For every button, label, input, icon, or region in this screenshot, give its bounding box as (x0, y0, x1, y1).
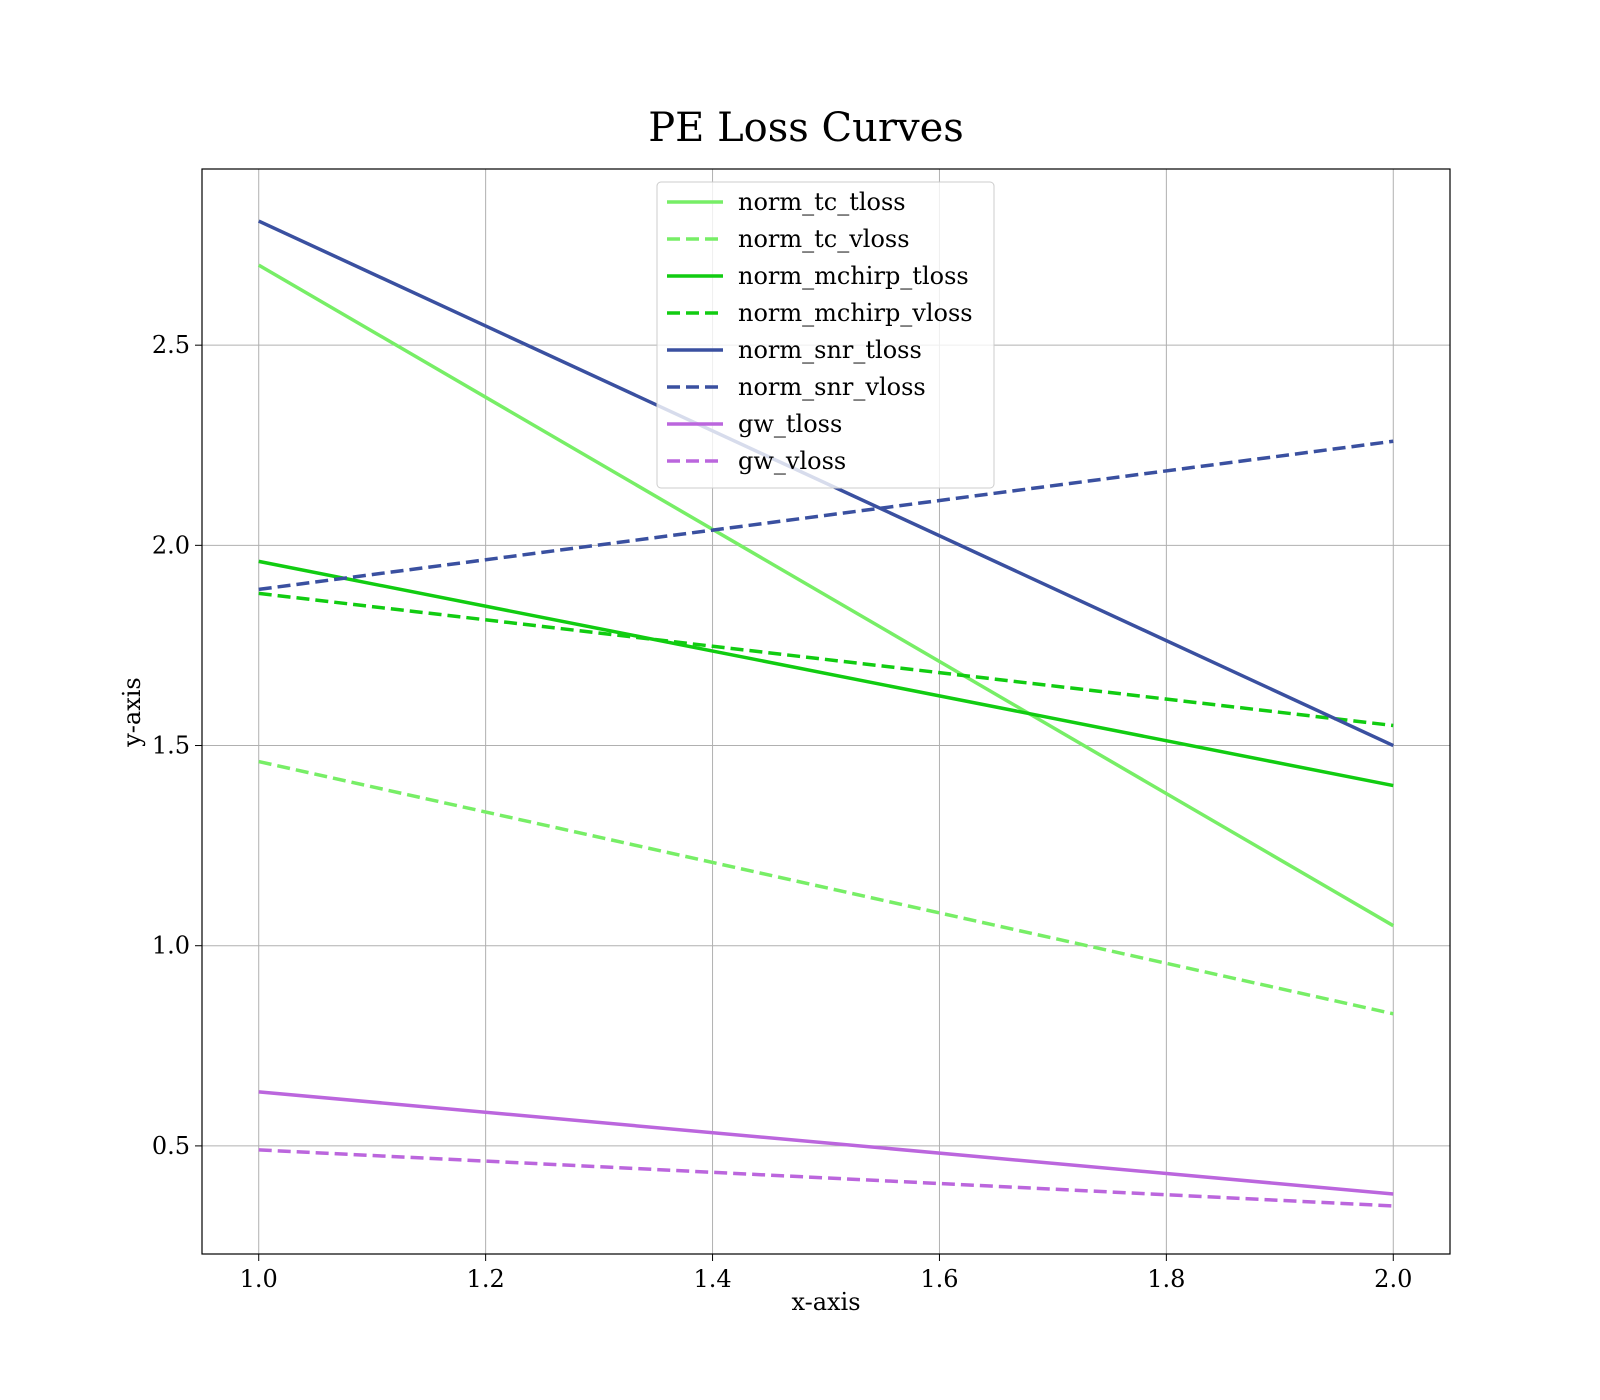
x-axis-label: x-axis (791, 1288, 860, 1316)
legend-label: gw_vloss (738, 447, 846, 475)
y-axis-label: y-axis (118, 677, 146, 748)
legend-label: norm_snr_tloss (738, 336, 922, 364)
x-tick-label: 1.8 (1147, 1265, 1185, 1293)
series-line-gw-tloss (258, 1090, 1394, 1196)
plot-frame (201, 168, 1451, 1255)
x-tick-label: 1.0 (240, 1265, 278, 1293)
legend-label: norm_snr_vloss (738, 373, 926, 401)
series-line-norm-snr-vloss (258, 439, 1394, 592)
x-tick-label: 2.0 (1374, 1265, 1412, 1293)
series-line-norm-tc-tloss (257, 263, 1395, 928)
legend-label: norm_mchirp_tloss (738, 262, 969, 290)
legend-box (656, 181, 995, 489)
legend-label: gw_tloss (738, 410, 842, 438)
legend-label: norm_tc_tloss (738, 188, 906, 216)
x-tick-label: 1.2 (467, 1265, 505, 1293)
legend-label: norm_mchirp_vloss (738, 299, 973, 327)
legend-label: norm_tc_vloss (738, 225, 910, 253)
chart-title: PE Loss Curves (648, 105, 964, 151)
series-line-norm-tc-vloss (258, 759, 1394, 1016)
y-tick-label: 1.0 (152, 932, 190, 960)
legend: norm_tc_tloss norm_tc_vloss norm_mchirp_tl… (656, 181, 995, 489)
x-tick-label: 1.4 (693, 1265, 731, 1293)
y-tick-label: 2.5 (152, 331, 190, 359)
series-line-norm-mchirp-vloss (258, 591, 1394, 728)
y-tick-label: 0.5 (152, 1132, 190, 1160)
y-tick-label: 2.0 (152, 531, 190, 559)
series-line-norm-mchirp-tloss (258, 559, 1394, 788)
axis-ticks: 1.0 1.2 1.4 1.6 1.8 2.0 0.5 1.0 1.5 2.0 2.5 (152, 331, 1413, 1293)
x-tick-label: 1.6 (920, 1265, 958, 1293)
y-tick-label: 1.5 (152, 732, 190, 760)
